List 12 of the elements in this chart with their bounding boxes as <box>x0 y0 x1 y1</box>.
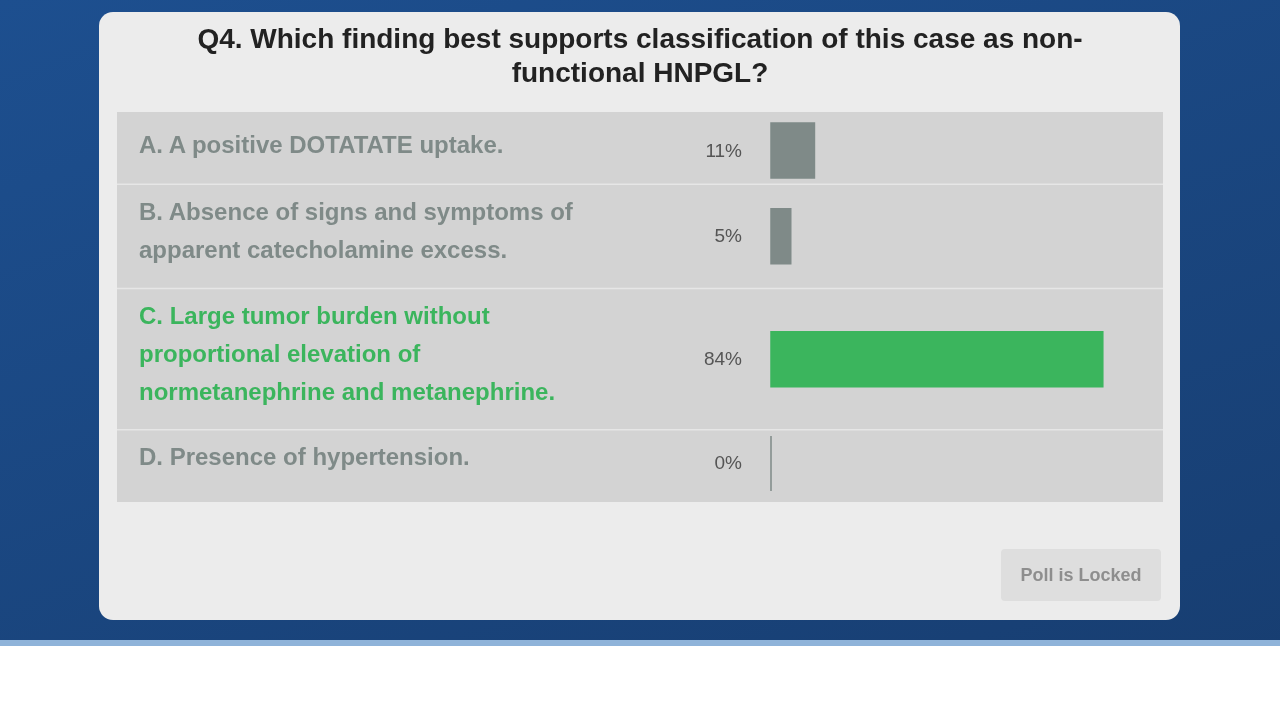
data-label: 11% <box>705 139 743 161</box>
data-label: 0% <box>714 452 743 474</box>
data-label: 5% <box>714 225 743 247</box>
chart-title: Q4. Which finding best supports classification of this case as non-functional HNPGL? <box>197 23 1083 88</box>
y-tick-label: D. Presence of hypertension. <box>139 443 470 471</box>
y-tick-label: C. Large tumor burden without proportional elevation of normetanephrine and metanephrine. <box>139 302 556 406</box>
bar <box>770 330 1104 388</box>
data-label: 84% <box>703 348 743 370</box>
text: Poll is Locked <box>1001 549 1161 601</box>
y-tick-label: B. Absence of signs and symptoms of apparent catecholamine excess. <box>139 197 574 263</box>
bar <box>770 122 816 179</box>
y-tick-label: A. A positive DOTATATE uptake. <box>139 130 504 158</box>
